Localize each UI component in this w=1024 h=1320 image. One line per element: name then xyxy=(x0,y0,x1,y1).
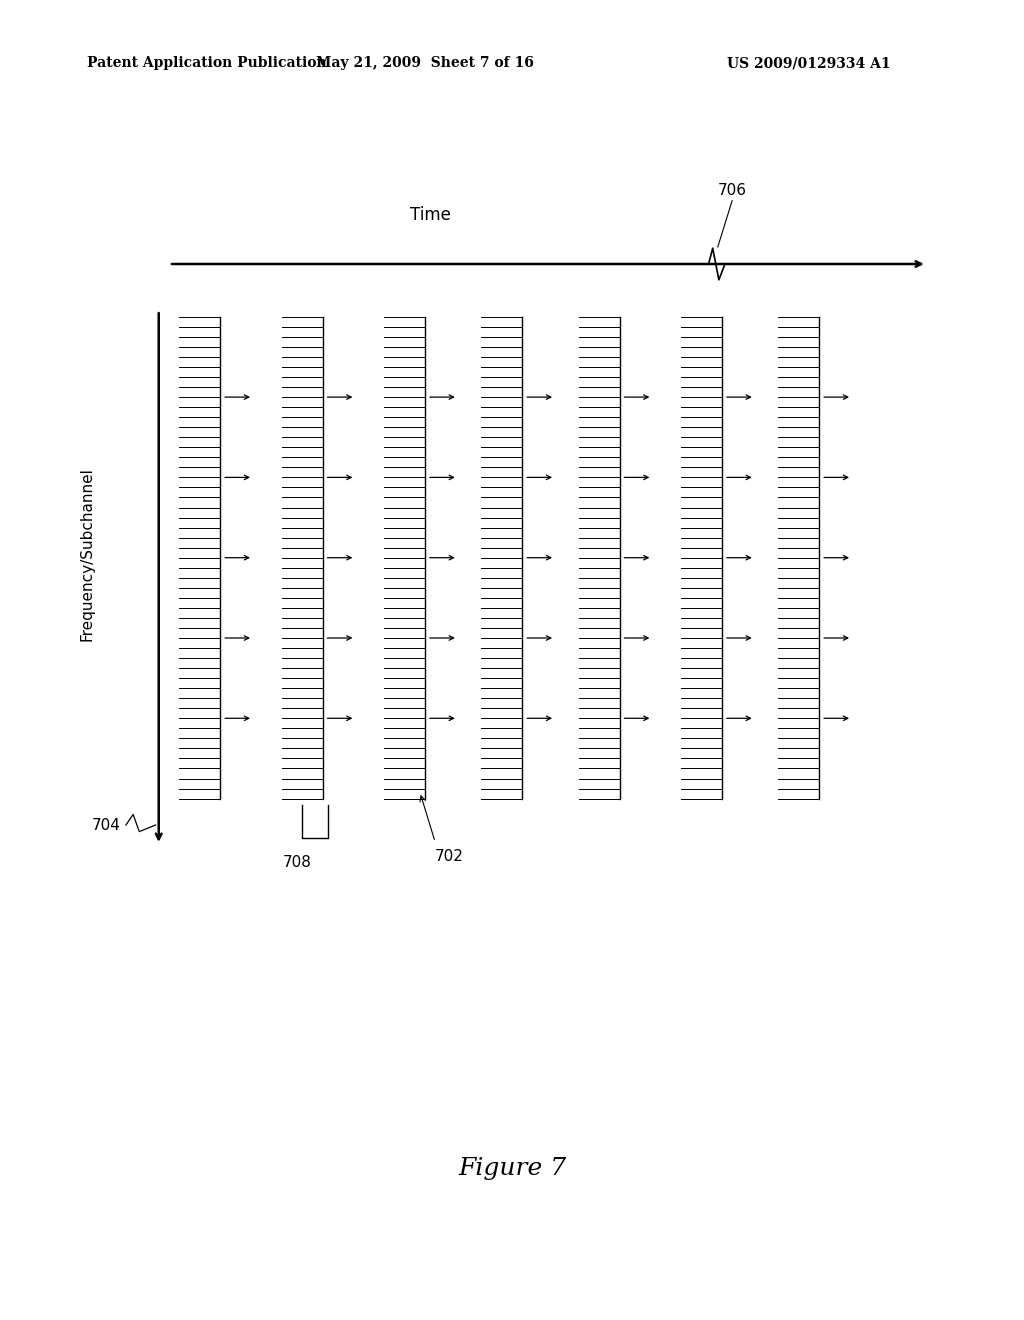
Text: Figure 7: Figure 7 xyxy=(458,1156,566,1180)
Text: Time: Time xyxy=(410,206,451,224)
Text: US 2009/0129334 A1: US 2009/0129334 A1 xyxy=(727,57,891,70)
Text: 708: 708 xyxy=(283,855,311,870)
Text: May 21, 2009  Sheet 7 of 16: May 21, 2009 Sheet 7 of 16 xyxy=(316,57,534,70)
Text: 706: 706 xyxy=(718,183,746,198)
Text: 704: 704 xyxy=(92,817,121,833)
Text: Frequency/Subchannel: Frequency/Subchannel xyxy=(80,467,94,642)
Text: Patent Application Publication: Patent Application Publication xyxy=(87,57,327,70)
Text: 702: 702 xyxy=(435,849,464,863)
